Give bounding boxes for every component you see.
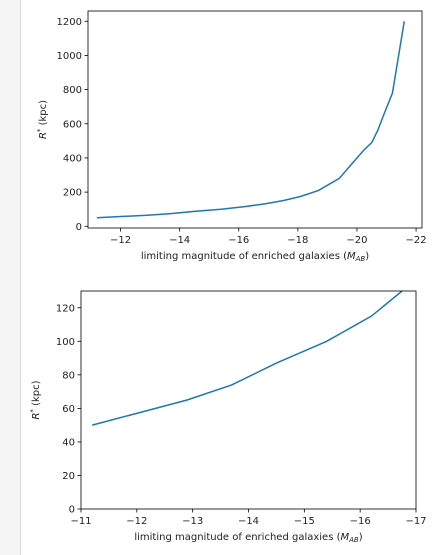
- y-tick-label: 80: [62, 370, 75, 381]
- y-tick-label: 60: [62, 404, 75, 415]
- y-tick-label: 1000: [57, 51, 82, 62]
- series-line: [91, 290, 403, 426]
- x-axis-label-main: limiting magnitude of enriched galaxies …: [141, 251, 347, 262]
- x-tick-label: −14: [169, 235, 190, 246]
- y-tick-label: 400: [63, 153, 82, 164]
- x-axis-label: limiting magnitude of enriched galaxies …: [141, 251, 369, 263]
- notebook-gutter: [0, 0, 21, 555]
- x-tick-label: −12: [126, 516, 147, 527]
- chart-rstar-vs-magnitude-full: −12 −14 −16 −18 −20 −22020040060080010001200 …: [36, 10, 427, 263]
- x-tick-label: −22: [406, 235, 427, 246]
- y-axis-label: R* (kpc): [29, 380, 42, 419]
- x-tick-label: −12: [110, 235, 131, 246]
- x-axis-label-end: ): [359, 532, 363, 543]
- y-axis-label-unit: (kpc): [31, 380, 42, 409]
- y-tick-label: 200: [63, 188, 82, 199]
- tick-labels: −11 −12 −13 −14 −15 −16 −17 0 20 40 60 80 100 120: [56, 303, 427, 527]
- tick-marks: [84, 20, 417, 232]
- x-tick-label: −18: [287, 235, 308, 246]
- x-tick-label: −13: [182, 516, 203, 527]
- tick-marks: [77, 307, 417, 513]
- x-tick-label: −16: [350, 516, 371, 527]
- y-tick-label: 600: [63, 119, 82, 130]
- y-tick-label: 1200: [57, 17, 82, 28]
- y-tick-label: 20: [62, 471, 75, 482]
- tick-labels: −12 −14 −16 −18 −20 −22 0 200 400 600 800 1000 1200: [57, 17, 427, 246]
- x-tick-label: −14: [238, 516, 259, 527]
- x-axis-label-end: ): [365, 251, 369, 262]
- y-tick-label: 100: [56, 337, 75, 348]
- x-tick-label: −15: [294, 516, 315, 527]
- x-axis-label: limiting magnitude of enriched galaxies …: [134, 532, 362, 544]
- x-axis-label-sub: AB: [355, 255, 366, 263]
- x-axis-label-var: M: [341, 532, 350, 543]
- y-axis-label-main: R: [38, 132, 49, 139]
- y-axis-label-sup: *: [36, 128, 44, 132]
- y-tick-label: 40: [62, 437, 75, 448]
- x-axis-label-sub: AB: [348, 536, 359, 544]
- series-line: [96, 21, 406, 219]
- y-tick-label: 0: [69, 505, 75, 516]
- y-axis-label-unit: (kpc): [38, 100, 49, 129]
- x-tick-label: −16: [228, 235, 249, 246]
- plot-frame: [87, 10, 423, 229]
- x-tick-label: −17: [405, 516, 426, 527]
- y-axis-label-main: R: [31, 413, 42, 420]
- x-tick-label: −20: [346, 235, 367, 246]
- y-tick-label: 120: [56, 303, 75, 314]
- y-axis-label: R* (kpc): [36, 100, 49, 139]
- y-axis-label-sup: *: [29, 409, 37, 413]
- chart-rstar-vs-magnitude-zoom: −11 −12 −13 −14 −15 −16 −17 0 20 40 60 80 100 120 lim…: [29, 290, 427, 544]
- y-tick-label: 800: [63, 85, 82, 96]
- x-axis-label-main: limiting magnitude of enriched galaxies …: [134, 532, 340, 543]
- y-tick-label: 0: [76, 222, 82, 233]
- plot-frame: [80, 290, 417, 510]
- x-tick-label: −11: [70, 516, 91, 527]
- x-axis-label-var: M: [347, 251, 356, 262]
